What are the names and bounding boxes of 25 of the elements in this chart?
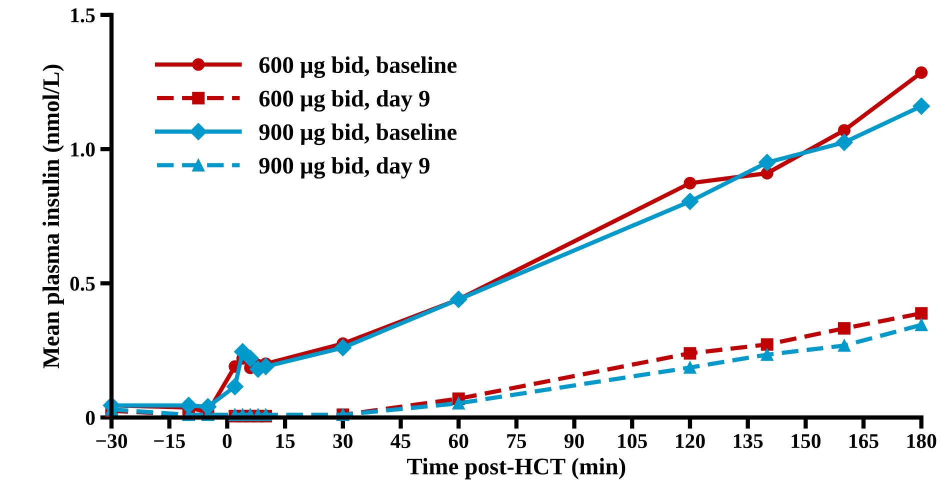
x-tick-label: 0 — [222, 434, 232, 448]
x-tick-label: 180 — [907, 434, 936, 448]
x-tick-label: −15 — [154, 434, 185, 448]
x-tick-label: 120 — [676, 434, 705, 448]
x-tick-label: 30 — [333, 434, 353, 448]
y-tick-label: 1.5 — [71, 8, 95, 22]
x-tick-label: 15 — [276, 434, 295, 448]
y-tick-label: 1.0 — [71, 142, 95, 157]
x-axis-title: Time post-HCT (min) — [407, 458, 626, 480]
legend-label: 900 µg bid, baseline — [259, 124, 457, 146]
x-tick-label: 150 — [792, 434, 821, 448]
y-tick-label: 0 — [86, 410, 95, 425]
x-tick-label: 90 — [564, 434, 584, 448]
x-tick-label: 165 — [850, 434, 878, 448]
legend-label: 600 µg bid, baseline — [259, 56, 457, 78]
x-tick-label: 105 — [618, 434, 647, 448]
x-tick-label: 135 — [734, 434, 763, 448]
x-tick-label: 60 — [448, 434, 468, 448]
legend-label: 600 µg bid, day 9 — [259, 90, 430, 112]
legend-label: 900 µg bid, day 9 — [259, 157, 430, 179]
x-tick-label: −30 — [96, 434, 128, 448]
x-tick-label: 45 — [390, 434, 410, 448]
y-axis-title: Mean plasma insulin (nmol/L) — [42, 64, 64, 368]
y-tick-label: 0.5 — [70, 276, 95, 291]
x-tick-label: 75 — [507, 434, 526, 448]
